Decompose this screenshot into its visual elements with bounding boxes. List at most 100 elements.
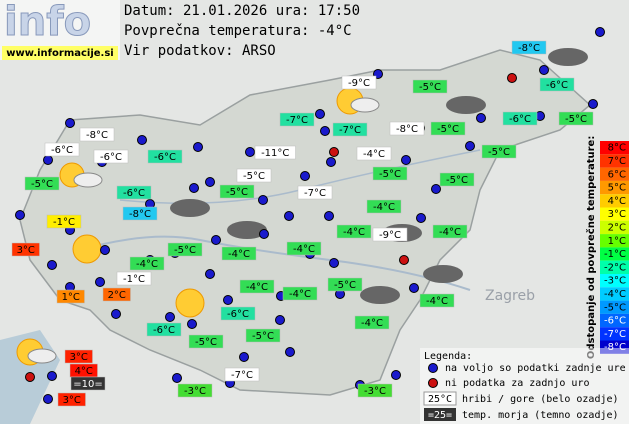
label-bg bbox=[236, 168, 272, 183]
label-bg bbox=[239, 279, 275, 294]
station-temp: -5°C bbox=[243, 171, 265, 182]
station-temp: -8°C bbox=[86, 130, 108, 141]
label-bg bbox=[177, 383, 213, 398]
station-dot bbox=[284, 211, 294, 221]
label-bg bbox=[11, 242, 40, 257]
sun-icon bbox=[175, 288, 205, 318]
station-temp: 3°C bbox=[70, 352, 88, 363]
scale-label: 5°C bbox=[608, 183, 626, 194]
station-dot bbox=[401, 155, 411, 165]
legend-text: temp. morja (temno ozadje) bbox=[462, 410, 619, 421]
station-dot bbox=[315, 109, 325, 119]
cloud-icon bbox=[423, 265, 463, 283]
label-bg bbox=[356, 146, 392, 161]
station-temp: -4°C bbox=[293, 244, 315, 255]
station-temp: 3°C bbox=[17, 245, 35, 256]
station-temp: -4°C bbox=[343, 227, 365, 238]
station-temp: -6°C bbox=[154, 152, 176, 163]
legend-sample: 25°C bbox=[428, 394, 452, 405]
station-temp: -5°C bbox=[334, 280, 356, 291]
date-line: Datum: 21.01.2026 ura: 17:50 bbox=[124, 3, 360, 19]
station-temp: =10= bbox=[73, 379, 102, 390]
station-dot bbox=[47, 260, 57, 270]
station-dot bbox=[15, 210, 25, 220]
label-bg bbox=[412, 79, 448, 94]
station-temp: -5°C bbox=[195, 337, 217, 348]
station-temp: -5°C bbox=[437, 124, 459, 135]
station-temp: 1°C bbox=[62, 292, 80, 303]
station-temp: -6°C bbox=[509, 114, 531, 125]
scale-label: 3°C bbox=[608, 209, 626, 220]
label-bg bbox=[389, 121, 425, 136]
label-bg bbox=[116, 271, 152, 286]
weather-icons bbox=[16, 48, 588, 366]
label-bg bbox=[511, 40, 547, 55]
scale-label: 7°C bbox=[608, 156, 626, 167]
legend-text: ni podatka za zadnjo uro bbox=[445, 378, 590, 389]
station-temp: -3°C bbox=[184, 386, 206, 397]
legend: Legenda: na voljo so podatki zadnje ure … bbox=[420, 348, 629, 424]
sun-icon bbox=[336, 87, 380, 115]
station-temp: -6°C bbox=[123, 188, 145, 199]
station-temp: -5°C bbox=[565, 114, 587, 125]
label-bg bbox=[327, 277, 363, 292]
label-bg bbox=[341, 75, 377, 90]
legend-text: hribi / gore (belo ozadje) bbox=[462, 394, 619, 405]
logo-url: www.informacije.si bbox=[6, 48, 114, 59]
sun-icon bbox=[16, 338, 57, 366]
legend-sample-bg bbox=[423, 391, 457, 406]
label-bg bbox=[221, 246, 257, 261]
scale-label: -8°C bbox=[604, 342, 626, 353]
station-temp: -5°C bbox=[446, 175, 468, 186]
legend-dot bbox=[428, 363, 438, 373]
scale-swatch bbox=[600, 274, 629, 288]
scale-title: Odstopanje od povprečne temperature: bbox=[585, 136, 597, 359]
scale-swatch bbox=[600, 141, 629, 155]
station-temp: -9°C bbox=[379, 230, 401, 241]
label-bg bbox=[286, 241, 322, 256]
station-temp: -7°C bbox=[304, 188, 326, 199]
station-dot bbox=[391, 370, 401, 380]
label-bg bbox=[57, 392, 86, 407]
scale-swatch bbox=[600, 247, 629, 261]
station-temp: -6°C bbox=[227, 309, 249, 320]
label-bg bbox=[224, 367, 260, 382]
label-bg bbox=[129, 256, 165, 271]
station-dot bbox=[275, 315, 285, 325]
legend-sample-bg bbox=[424, 408, 456, 421]
label-bg bbox=[93, 149, 129, 164]
label-bg bbox=[64, 349, 93, 364]
station-temp: -4°C bbox=[363, 149, 385, 160]
station-dot bbox=[245, 147, 255, 157]
label-bg bbox=[116, 185, 152, 200]
station-dot bbox=[476, 113, 486, 123]
avg-temp-line: Povprečna temperatura: -4°C bbox=[124, 23, 352, 39]
label-bg bbox=[432, 224, 468, 239]
label-bg bbox=[79, 127, 115, 142]
station-dot bbox=[595, 27, 605, 37]
label-bg bbox=[70, 376, 106, 391]
cloud-icon bbox=[360, 286, 400, 304]
station-temp: -1°C bbox=[123, 274, 145, 285]
station-dot bbox=[416, 213, 426, 223]
station-dot bbox=[465, 141, 475, 151]
label-bg bbox=[354, 315, 390, 330]
label-bg bbox=[279, 112, 315, 127]
label-bg bbox=[539, 77, 575, 92]
station-dot bbox=[539, 65, 549, 75]
legend-sample: =25= bbox=[428, 410, 452, 421]
label-bg bbox=[24, 176, 60, 191]
station-temp: -7°C bbox=[339, 125, 361, 136]
station-temp: -8°C bbox=[396, 124, 418, 135]
cloud-icon bbox=[170, 199, 210, 217]
station-dot-missing bbox=[507, 73, 517, 83]
station-dot bbox=[205, 177, 215, 187]
station-temp: -6°C bbox=[51, 145, 73, 156]
label-bg bbox=[357, 383, 393, 398]
country-shape bbox=[19, 49, 592, 396]
station-dot bbox=[223, 295, 233, 305]
station-temp: -5°C bbox=[226, 187, 248, 198]
station-temp: -4°C bbox=[439, 227, 461, 238]
